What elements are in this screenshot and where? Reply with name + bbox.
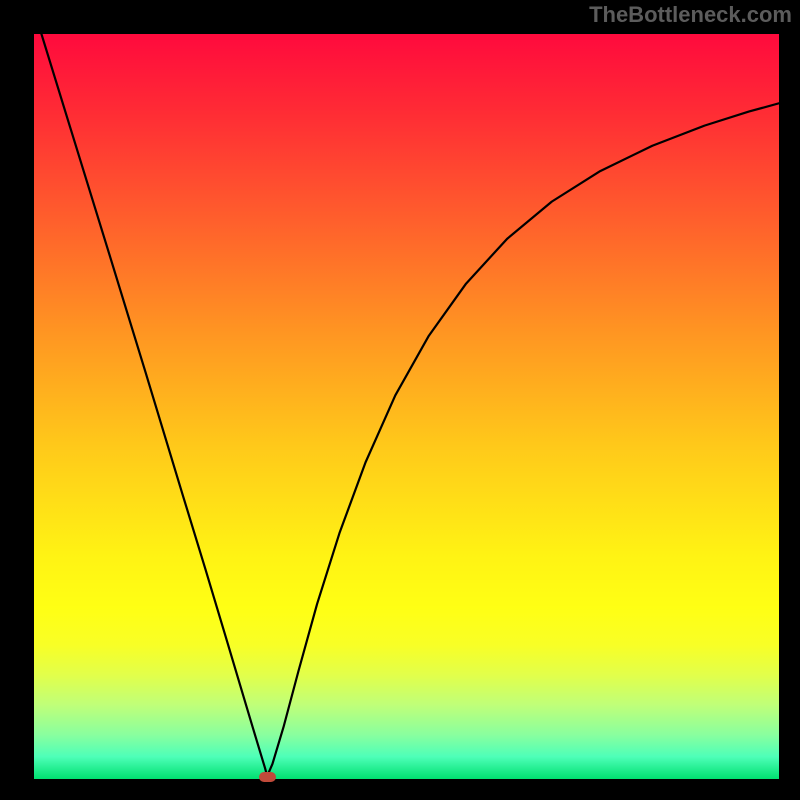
bottleneck-curve xyxy=(41,34,779,776)
curve-layer xyxy=(34,34,779,779)
plot-area xyxy=(34,34,779,779)
attribution-text: TheBottleneck.com xyxy=(589,2,792,28)
chart-container: TheBottleneck.com xyxy=(0,0,800,800)
minimum-marker xyxy=(259,772,276,782)
